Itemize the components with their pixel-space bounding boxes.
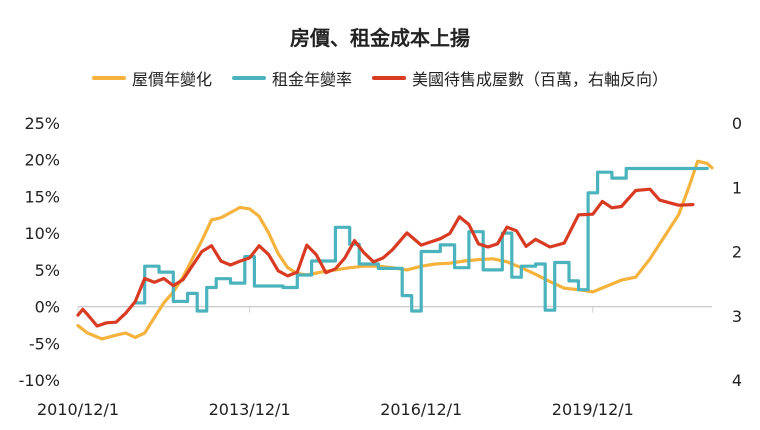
y-right-tick-label: 3: [732, 307, 742, 326]
legend-item-rent: 租金年變率: [231, 66, 352, 90]
y-left-tick-label: 20%: [24, 151, 60, 170]
legend-swatch-rent: [231, 76, 266, 80]
series-line-house-price: [76, 159, 714, 341]
y-left-tick-label: -5%: [29, 334, 60, 353]
legend-label-inventory: 美國待售成屋數（百萬，右軸反向）: [412, 70, 669, 89]
legend-swatch-house-price: [91, 76, 126, 80]
series-line-inventory: [76, 187, 695, 328]
y-right-tick-label: 4: [732, 371, 742, 390]
x-tick-label: 2010/12/1: [37, 400, 119, 419]
legend-item-house-price: 屋價年變化: [91, 66, 212, 90]
legend-label-rent: 租金年變率: [271, 70, 352, 89]
x-tick-label: 2016/12/1: [380, 400, 462, 419]
series-line-rent: [133, 166, 709, 313]
x-tick-label: 2013/12/1: [209, 400, 291, 419]
y-left-tick-label: 0%: [35, 298, 60, 317]
y-left-tick-label: 25%: [24, 114, 60, 133]
legend-item-inventory: 美國待售成屋數（百萬，右軸反向）: [372, 66, 668, 90]
legend-swatch-inventory: [372, 76, 406, 80]
y-right-tick-label: 0: [732, 114, 742, 133]
y-left-tick-label: -10%: [19, 371, 60, 390]
y-right-tick-label: 2: [732, 243, 742, 262]
x-tick-label: 2019/12/1: [552, 400, 634, 419]
y-left-tick-label: 5%: [35, 261, 60, 280]
legend-label-house-price: 屋價年變化: [131, 70, 212, 89]
y-right-tick-label: 1: [732, 178, 742, 197]
legend: 屋價年變化 租金年變率 美國待售成屋數（百萬，右軸反向）: [0, 66, 760, 90]
y-left-tick-label: 15%: [24, 187, 60, 206]
y-left-tick-label: 10%: [24, 224, 60, 243]
chart-title: 房價、租金成本上揚: [290, 26, 470, 50]
